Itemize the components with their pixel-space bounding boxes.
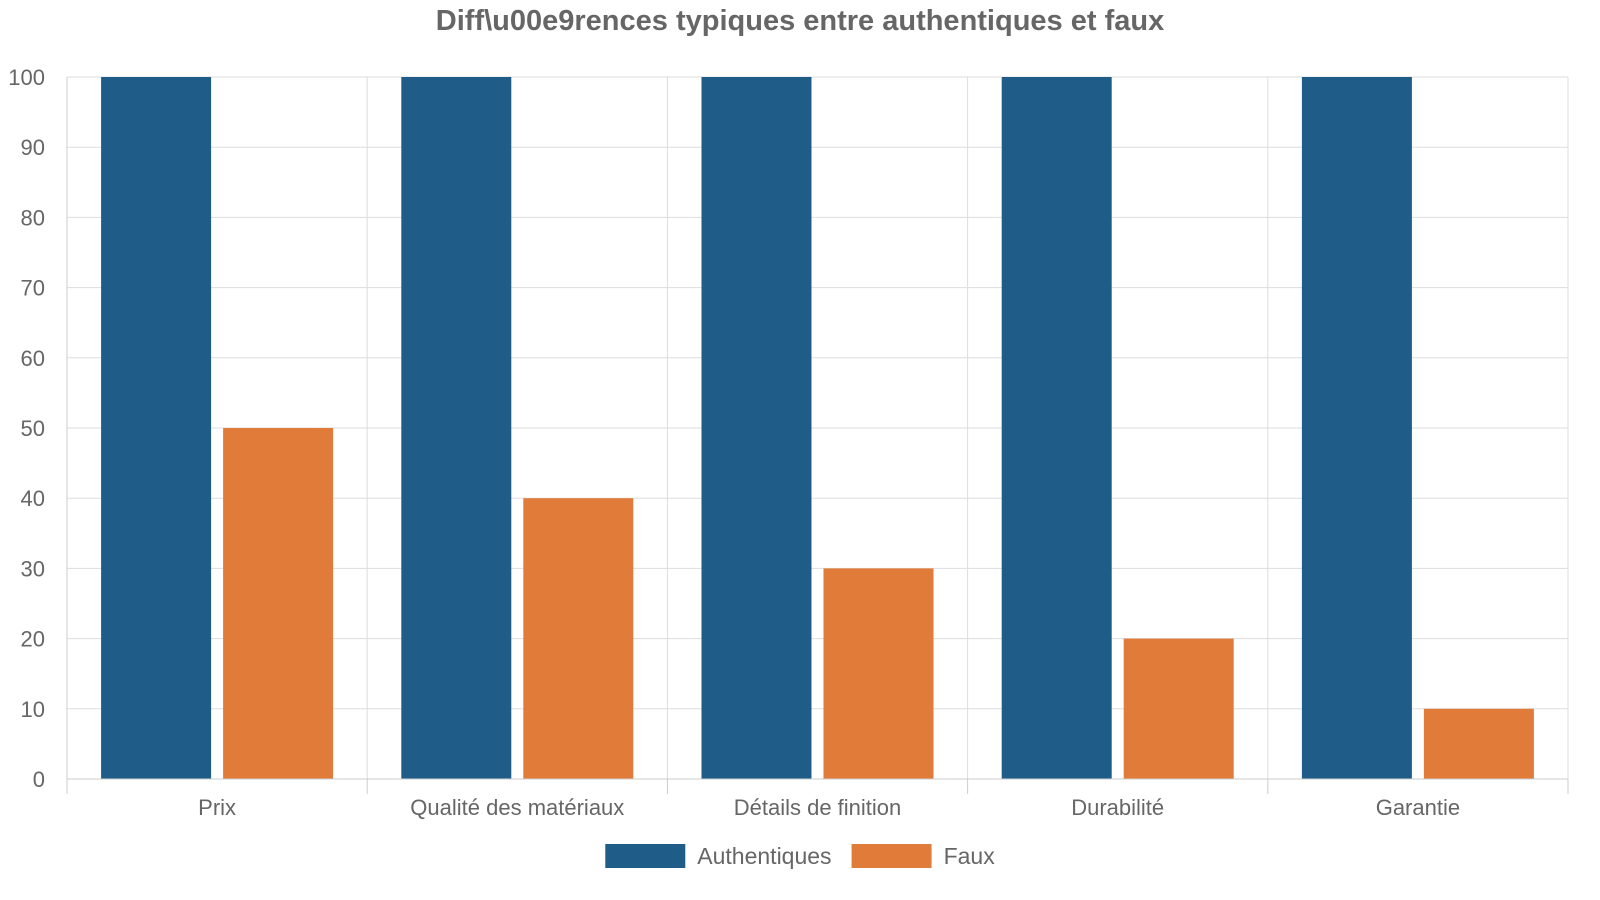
x-tick-label: Prix	[198, 795, 236, 820]
y-tick-label: 30	[21, 556, 45, 581]
bar-faux-3	[823, 568, 934, 779]
legend-swatch-faux	[851, 844, 932, 868]
y-tick-label: 10	[21, 697, 45, 722]
chart-title: Diff\u00e9rences typiques entre authenti…	[436, 5, 1164, 37]
y-tick-label: 60	[21, 346, 45, 371]
bar-authentiques-5	[1301, 77, 1412, 779]
bar-authentiques-2	[401, 77, 512, 779]
axes: 0 10 20 30 40 50 60 70 80 90 100 Prix Qualité des ma…	[8, 65, 1569, 820]
legend-label: Authentiques	[697, 843, 831, 869]
legend-label: Faux	[944, 843, 996, 869]
x-tick-label: Qualité des matériaux	[410, 795, 624, 820]
bar-authentiques-1	[101, 77, 212, 779]
x-tick-label: Détails de finition	[734, 795, 902, 820]
x-tick-label: Garantie	[1376, 795, 1460, 820]
bars	[101, 77, 1534, 779]
bar-faux-2	[523, 498, 634, 779]
y-tick-label: 90	[21, 135, 45, 160]
y-tick-label: 20	[21, 627, 45, 652]
bar-authentiques-3	[701, 77, 812, 779]
bar-faux-1	[223, 428, 334, 779]
bar-authentiques-4	[1001, 77, 1112, 779]
bar-faux-4	[1123, 638, 1234, 779]
bar-faux-5	[1423, 708, 1534, 779]
y-tick-label: 70	[21, 276, 45, 301]
y-tick-label: 50	[21, 416, 45, 441]
y-tick-label: 80	[21, 205, 45, 230]
y-tick-label: 40	[21, 486, 45, 511]
legend-swatch-authentiques	[605, 844, 686, 868]
x-tick-label: Durabilité	[1071, 795, 1164, 820]
legend: Authentiques Faux	[605, 843, 995, 869]
y-tick-label: 0	[33, 767, 45, 792]
y-tick-label: 100	[8, 65, 45, 90]
